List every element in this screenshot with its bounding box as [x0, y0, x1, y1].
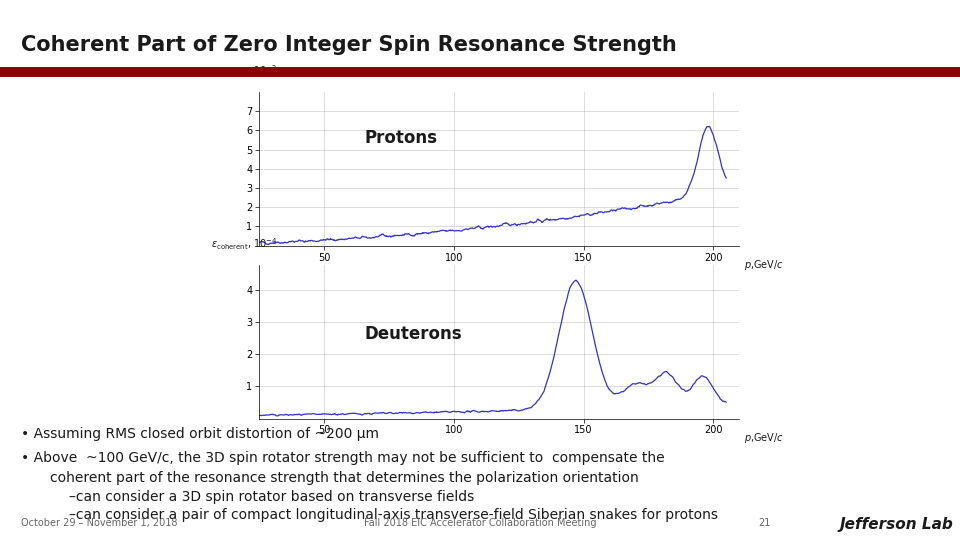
- Text: October 29 – November 1, 2018: October 29 – November 1, 2018: [21, 518, 178, 528]
- Text: $p$,GeV/$c$: $p$,GeV/$c$: [744, 258, 784, 272]
- Text: –can consider a pair of compact longitudinal-axis transverse-field Siberian snak: –can consider a pair of compact longitud…: [69, 508, 718, 522]
- Text: 21: 21: [758, 518, 771, 528]
- Text: Jefferson Lab: Jefferson Lab: [840, 517, 953, 532]
- Text: Deuterons: Deuterons: [365, 325, 463, 343]
- Text: $\epsilon_{\rm coherent}$, $10^{-4}$: $\epsilon_{\rm coherent}$, $10^{-4}$: [211, 237, 277, 252]
- Text: –can consider a 3D spin rotator based on transverse fields: –can consider a 3D spin rotator based on…: [69, 490, 474, 504]
- Text: Protons: Protons: [365, 129, 438, 147]
- Text: Fall 2018 EIC Accelerator Collaboration Meeting: Fall 2018 EIC Accelerator Collaboration …: [364, 518, 596, 528]
- Text: $\epsilon_{\rm coherent}$, $10^{-2}$: $\epsilon_{\rm coherent}$, $10^{-2}$: [211, 64, 277, 79]
- Text: $p$,GeV/$c$: $p$,GeV/$c$: [744, 431, 784, 445]
- Text: coherent part of the resonance strength that determines the polarization orienta: coherent part of the resonance strength …: [50, 471, 638, 485]
- Text: • Above  ~100 GeV/c, the 3D spin rotator strength may not be sufficient to  comp: • Above ~100 GeV/c, the 3D spin rotator …: [21, 451, 664, 465]
- Text: • Assuming RMS closed orbit distortion of ~200 μm: • Assuming RMS closed orbit distortion o…: [21, 427, 379, 441]
- Text: Coherent Part of Zero Integer Spin Resonance Strength: Coherent Part of Zero Integer Spin Reson…: [21, 35, 677, 55]
